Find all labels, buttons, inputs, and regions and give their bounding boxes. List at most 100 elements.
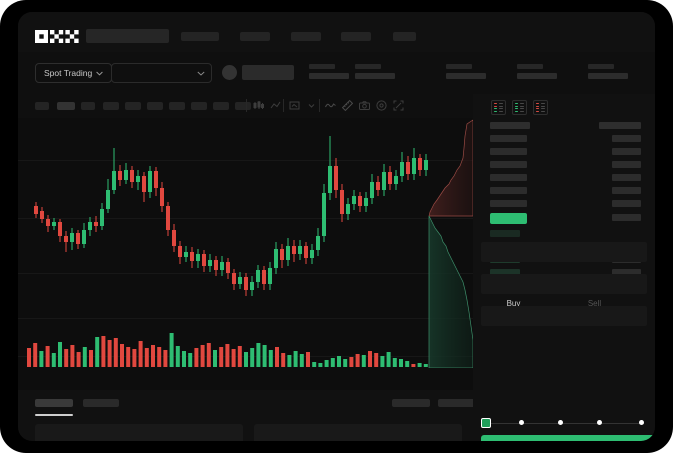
- orderbook-ask-amount: [612, 200, 641, 207]
- submit-buy-button[interactable]: [481, 435, 655, 441]
- order-total-field[interactable]: [481, 306, 647, 326]
- camera-icon[interactable]: [358, 99, 371, 112]
- orderbook-current-price-row[interactable]: [490, 213, 527, 224]
- ruler-icon[interactable]: [341, 99, 354, 112]
- orderbook-panel: Buy Sell: [473, 94, 655, 441]
- candlestick-chart-icon[interactable]: [252, 99, 265, 112]
- indicators-icon[interactable]: [288, 99, 301, 112]
- orderbook-ask-row[interactable]: [490, 135, 527, 142]
- orderbook-bid-row[interactable]: [490, 269, 520, 276]
- orderbook-header-amount: [599, 122, 641, 129]
- orderbook-ask-amount: [612, 135, 641, 142]
- ticker-stat: [588, 64, 628, 79]
- tab-buy[interactable]: Buy: [506, 299, 521, 308]
- toolbar-divider: [246, 99, 247, 112]
- wave-chart-icon[interactable]: [324, 99, 337, 112]
- chart-gridline: [18, 160, 473, 161]
- bottom-tab-underline: [35, 414, 73, 416]
- price-chart[interactable]: [18, 118, 473, 390]
- orderbook-bid-row[interactable]: [490, 230, 520, 237]
- orderbook-ask-row[interactable]: [490, 161, 527, 168]
- orderbook-header-price: [490, 122, 530, 129]
- timeframe-button-active[interactable]: [57, 102, 75, 110]
- amount-slider[interactable]: [481, 418, 647, 428]
- slider-dot[interactable]: [558, 420, 563, 425]
- nav-item-4[interactable]: [341, 32, 371, 41]
- slider-dot[interactable]: [639, 420, 644, 425]
- orderbook-ask-amount: [612, 187, 641, 194]
- coin-avatar: [222, 65, 237, 80]
- nav-item-1[interactable]: [181, 32, 219, 41]
- orderbook-ask-row[interactable]: [490, 200, 527, 207]
- fullscreen-icon[interactable]: [392, 99, 405, 112]
- toolbar-divider: [283, 99, 284, 112]
- bid-depth-area: [428, 215, 473, 368]
- orderbook-ask-row[interactable]: [490, 148, 527, 155]
- slider-dot[interactable]: [597, 420, 602, 425]
- orderbook-bids-icon[interactable]: [512, 100, 527, 115]
- orderbook-both-icon[interactable]: [491, 100, 506, 115]
- slider-track: [486, 422, 644, 424]
- ticker-stat: [309, 64, 349, 79]
- orderbook-asks-icon[interactable]: [533, 100, 548, 115]
- bottom-card[interactable]: [254, 424, 462, 441]
- orderbook-ask-row[interactable]: [490, 187, 527, 194]
- timeframe-button[interactable]: [125, 102, 141, 110]
- bottom-action-2[interactable]: [438, 399, 476, 407]
- market-type-dropdown[interactable]: Spot Trading: [35, 63, 113, 83]
- order-price-field[interactable]: [481, 242, 647, 262]
- timeframe-button[interactable]: [103, 102, 119, 110]
- orderbook-bid-amount: [612, 269, 641, 276]
- ticker-bar: Spot Trading: [18, 52, 655, 94]
- timeframe-button[interactable]: [81, 102, 95, 110]
- slider-dot[interactable]: [519, 420, 524, 425]
- chart-gridline: [18, 218, 473, 219]
- nav-title-placeholder: [86, 29, 169, 43]
- bottom-tab-2[interactable]: [83, 399, 119, 407]
- timeframe-button[interactable]: [169, 102, 185, 110]
- ask-depth-area: [428, 119, 473, 217]
- orderbook-ask-row[interactable]: [490, 174, 527, 181]
- timeframe-button[interactable]: [191, 102, 207, 110]
- depth-chart-overlay: [428, 119, 473, 368]
- pair-select-dropdown[interactable]: [111, 63, 212, 83]
- settings-icon[interactable]: [375, 99, 388, 112]
- top-navigation-bar: [18, 12, 655, 52]
- nav-item-3[interactable]: [291, 32, 321, 41]
- bottom-panel: [18, 390, 476, 441]
- timeframe-button[interactable]: [147, 102, 163, 110]
- orderbook-ask-amount: [612, 174, 641, 181]
- candlestick-series: [34, 136, 428, 296]
- chevron-down-icon: [197, 71, 205, 76]
- volume-chart: [18, 322, 473, 390]
- ticker-stat: [446, 64, 486, 79]
- slider-handle[interactable]: [481, 418, 491, 428]
- market-type-label: Spot Trading: [44, 68, 93, 78]
- volume-series: [27, 333, 428, 367]
- ticker-stat: [517, 64, 557, 79]
- nav-item-2[interactable]: [240, 32, 270, 41]
- nav-item-5[interactable]: [393, 32, 416, 41]
- app-screen: Spot Trading: [18, 12, 655, 441]
- orderbook-view-modes: [491, 100, 548, 115]
- chart-gridline: [18, 318, 473, 319]
- timeframe-button[interactable]: [213, 102, 229, 110]
- timeframe-button[interactable]: [235, 102, 251, 110]
- order-amount-field[interactable]: [481, 274, 647, 294]
- ticker-stat: [355, 64, 395, 79]
- line-chart-icon[interactable]: [269, 99, 282, 112]
- bottom-tab-1[interactable]: [35, 399, 73, 407]
- coin-name-placeholder: [242, 65, 294, 80]
- orderbook-bid-amount: [612, 214, 641, 221]
- chevron-down-icon: [96, 71, 103, 75]
- timeframe-button[interactable]: [35, 102, 49, 110]
- toolbar-divider: [319, 99, 320, 112]
- okx-logo-icon[interactable]: [35, 30, 79, 43]
- orderbook-ask-amount: [612, 161, 641, 168]
- bottom-action-1[interactable]: [392, 399, 430, 407]
- orderbook-ask-amount: [612, 148, 641, 155]
- bottom-card[interactable]: [35, 424, 243, 441]
- tab-sell[interactable]: Sell: [587, 299, 602, 308]
- chevron-down-icon[interactable]: [305, 99, 318, 112]
